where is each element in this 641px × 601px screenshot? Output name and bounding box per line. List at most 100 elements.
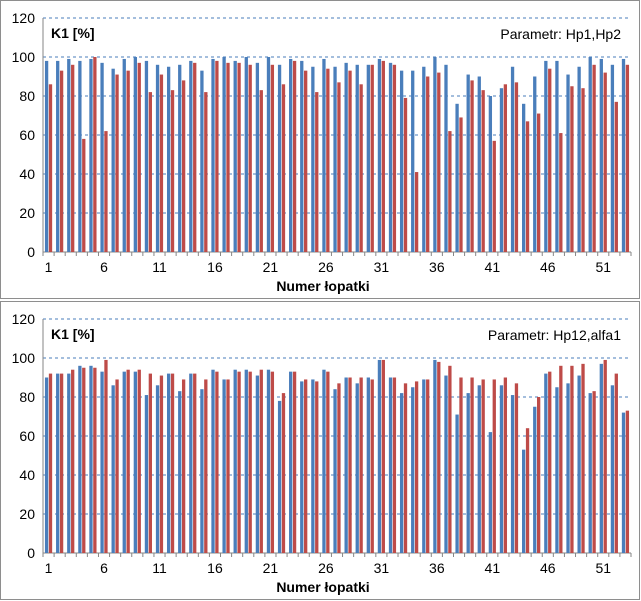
bar-alfa1-40 — [481, 379, 485, 553]
bar-hp2-18 — [237, 62, 241, 252]
bar-hp1-53 — [621, 58, 626, 253]
bar-alfa1-4 — [82, 367, 86, 553]
x-tick-label: 16 — [207, 259, 223, 275]
bar-hp2-47 — [559, 133, 563, 252]
bar-alfa1-43 — [514, 383, 519, 553]
x-tick-label: 46 — [540, 560, 556, 576]
bar-alfa1-18 — [237, 371, 241, 553]
bar-hp1-14 — [189, 60, 193, 253]
bar-hp12-11 — [155, 385, 160, 553]
bar-alfa1-9 — [137, 369, 141, 553]
bar-hp1-50 — [588, 57, 592, 252]
bar-alfa1-7 — [115, 379, 119, 553]
bar-hp12-2 — [56, 373, 60, 553]
bar-hp2-39 — [470, 80, 474, 253]
bar-hp2-4 — [82, 138, 86, 252]
chart-panel-bottom: 0 20 40 60 80 100 120 1 6 11 16 21 26 31 36 41 46 51 Numer… — [0, 301, 640, 600]
bar-alfa1-41 — [492, 379, 496, 553]
bar-hp2-5 — [93, 57, 97, 252]
bar-hp1-9 — [133, 57, 138, 252]
bar-alfa1-23 — [292, 371, 297, 553]
bar-hp12-31 — [377, 359, 382, 553]
x-tick-label: 51 — [595, 259, 611, 275]
bar-alfa1-39 — [470, 377, 474, 553]
bar-alfa1-2 — [59, 373, 64, 553]
bar-hp12-13 — [178, 391, 182, 553]
x-tick-label: 51 — [595, 560, 611, 576]
bar-hp12-40 — [477, 385, 481, 553]
bar-hp12-47 — [555, 387, 559, 553]
bar-hp2-6 — [104, 131, 108, 252]
bar-hp2-45 — [536, 113, 541, 252]
x-tick-label: 31 — [374, 560, 390, 576]
bar-hp12-25 — [311, 379, 315, 553]
bar-hp12-14 — [189, 373, 193, 553]
y-tick-label: 80 — [19, 389, 35, 405]
bar-hp1-4 — [78, 60, 82, 253]
bar-hp12-12 — [166, 373, 171, 553]
bar-hp1-24 — [300, 60, 304, 253]
bar-hp12-30 — [366, 377, 370, 553]
bar-alfa1-6 — [104, 359, 108, 553]
y-tick-label: 0 — [27, 244, 35, 260]
x-tick-label: 1 — [45, 560, 53, 576]
bar-hp1-47 — [555, 60, 559, 253]
bar-hp12-43 — [510, 395, 515, 553]
bar-hp2-28 — [348, 70, 352, 253]
bar-hp1-44 — [522, 103, 526, 252]
bar-hp12-21 — [266, 369, 271, 553]
bar-hp2-31 — [381, 60, 385, 253]
bar-hp12-34 — [411, 387, 415, 553]
bar-alfa1-26 — [326, 371, 330, 553]
bar-hp2-14 — [193, 62, 197, 252]
x-tick-label: 16 — [207, 560, 223, 576]
bar-hp2-26 — [326, 68, 330, 252]
bar-hp2-17 — [226, 62, 230, 252]
y-tick-label: 60 — [19, 127, 35, 143]
bar-hp12-38 — [455, 414, 459, 553]
x-axis-title: Numer łopatki — [276, 579, 369, 595]
bar-alfa1-42 — [503, 377, 508, 553]
bar-hp1-25 — [311, 66, 315, 252]
bar-hp12-27 — [333, 389, 337, 553]
bar-hp1-21 — [266, 57, 271, 252]
bar-hp12-7 — [111, 385, 115, 553]
bar-hp1-22 — [277, 64, 282, 252]
bar-hp1-51 — [599, 58, 603, 253]
bar-alfa1-53 — [625, 410, 630, 553]
bar-alfa1-8 — [126, 369, 130, 553]
bar-hp12-49 — [577, 375, 581, 553]
bar-hp1-20 — [255, 62, 260, 252]
bar-hp2-16 — [215, 60, 219, 253]
x-tick-label: 11 — [152, 259, 167, 275]
bar-hp1-33 — [399, 70, 404, 253]
bar-hp2-33 — [403, 97, 408, 252]
bar-hp12-53 — [621, 412, 626, 553]
parameter-annotation: Parametr: Hp12,alfa1 — [488, 327, 621, 343]
bar-hp12-50 — [588, 393, 592, 553]
bar-alfa1-50 — [592, 391, 596, 553]
bar-alfa1-24 — [304, 379, 308, 553]
bar-hp1-2 — [56, 60, 60, 253]
bar-hp1-19 — [244, 57, 248, 252]
bar-alfa1-14 — [193, 373, 197, 553]
bar-hp1-29 — [355, 64, 359, 252]
bar-hp2-1 — [48, 84, 53, 252]
bar-hp12-20 — [255, 375, 260, 553]
bar-hp1-13 — [178, 64, 182, 252]
chart-panel-top: 0 20 40 60 80 100 120 1 6 11 16 21 26 31 36 41 46 51 Numer… — [0, 0, 640, 299]
bar-hp2-41 — [492, 140, 496, 252]
bar-alfa1-17 — [226, 379, 230, 553]
bar-alfa1-12 — [170, 373, 175, 553]
bar-hp2-13 — [181, 80, 186, 253]
bar-hp1-27 — [333, 66, 337, 252]
bar-hp2-34 — [414, 172, 419, 252]
bar-alfa1-49 — [581, 363, 585, 553]
bar-hp2-40 — [481, 90, 485, 253]
y-tick-label: 40 — [19, 166, 35, 182]
y-tick-label: 120 — [12, 311, 36, 327]
bar-hp1-37 — [444, 64, 448, 252]
bar-hp12-16 — [211, 369, 215, 553]
